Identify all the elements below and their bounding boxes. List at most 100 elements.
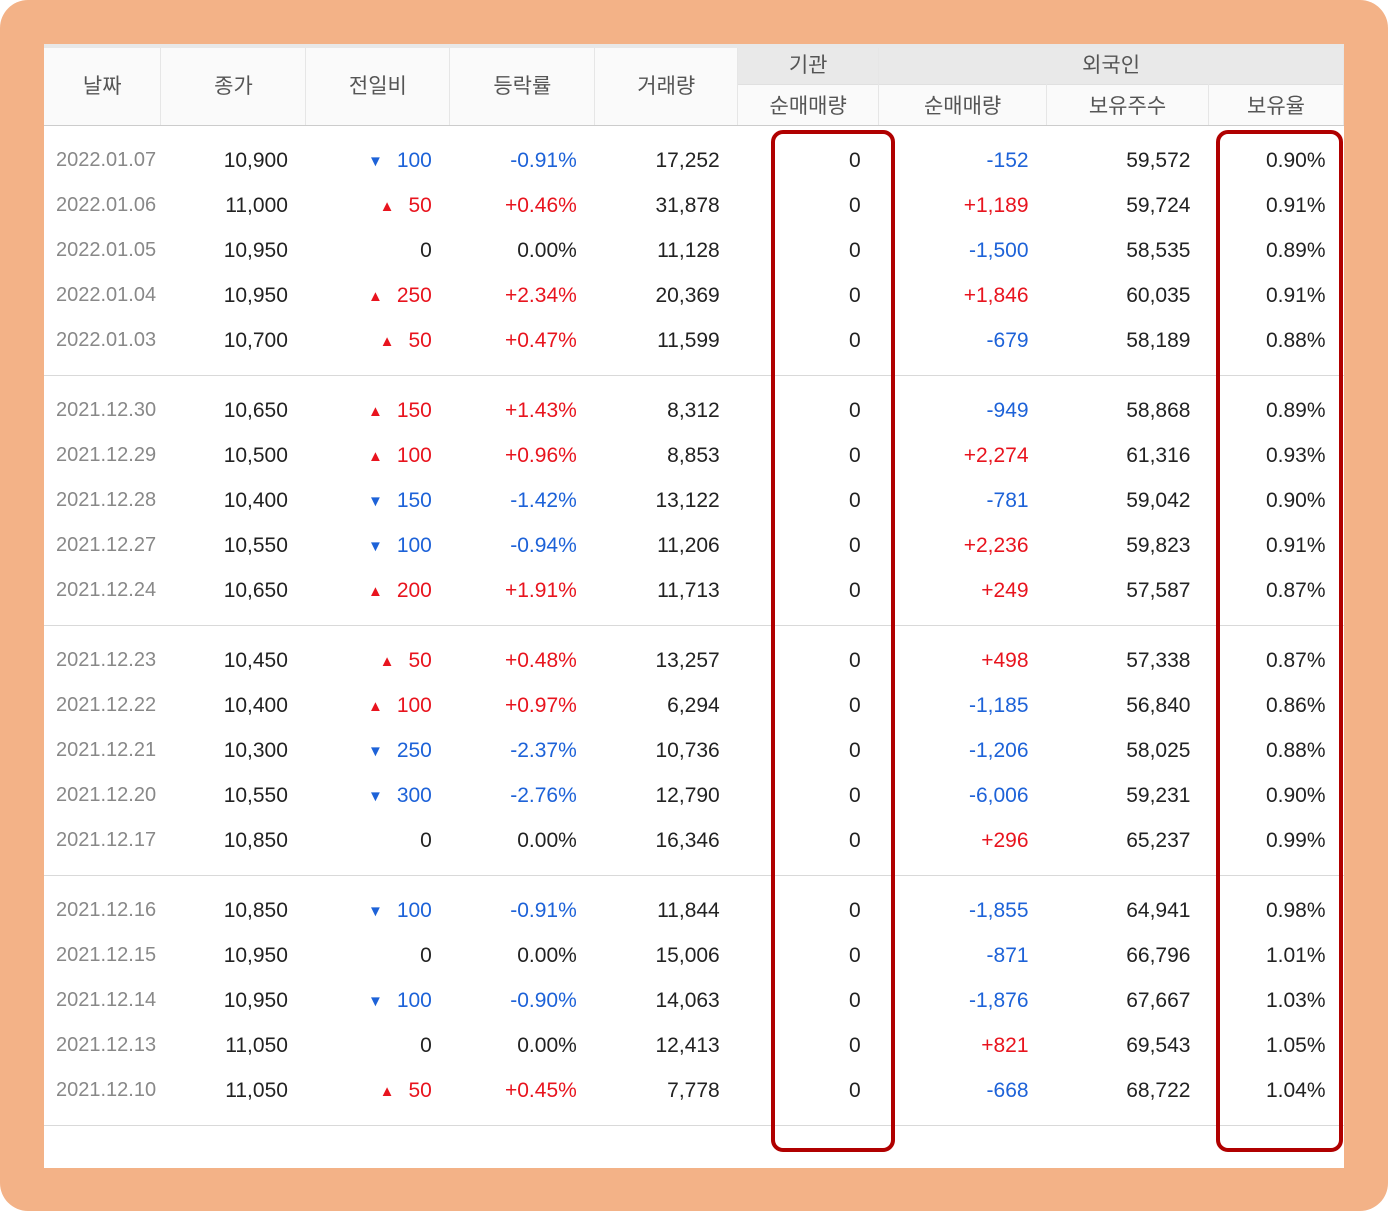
cell-date: 2022.01.06 <box>56 194 157 216</box>
cell-foreign-holdings: 57,587 <box>1126 578 1191 602</box>
header-volume[interactable]: 거래량 <box>594 44 739 126</box>
down-triangle-icon: ▼ <box>367 902 383 920</box>
cell-foreign-net: -6,006 <box>969 783 1029 807</box>
cell-volume: 12,413 <box>655 1033 720 1057</box>
header-diff[interactable]: 전일비 <box>305 44 451 126</box>
table-row[interactable]: 2021.12.22 10,400 ▲ 100 +0.97% 6,294 0 -1,185 56… <box>44 683 1344 728</box>
cell-rate: +1.91% <box>504 578 577 602</box>
cell-diff: ▲ 50 <box>306 183 450 228</box>
cell-institution-net: 0 <box>848 898 861 922</box>
table-row[interactable]: 2022.01.06 11,000 ▲ 50 +0.46% 31,878 0 +1,189 59… <box>44 183 1344 228</box>
cell-close: 10,950 <box>223 238 288 262</box>
cell-rate: +2.34% <box>504 283 577 307</box>
cell-date: 2021.12.17 <box>56 829 157 851</box>
up-triangle-icon: ▲ <box>367 287 383 305</box>
cell-diff: ▼ 100 <box>306 978 450 1023</box>
cell-date: 2021.12.10 <box>56 1079 157 1101</box>
cell-date: 2021.12.20 <box>56 784 157 806</box>
group-spacer <box>44 876 1344 889</box>
table-row[interactable]: 2021.12.28 10,400 ▼ 150 -1.42% 13,122 0 -781 59,… <box>44 478 1344 523</box>
cell-foreign-holdings: 67,667 <box>1126 988 1191 1012</box>
table-row[interactable]: 2021.12.13 11,050 0 0.00% 12,413 0 +821 69,543 1… <box>44 1023 1344 1068</box>
cell-foreign-ratio: 1.05% <box>1265 1033 1326 1057</box>
cell-institution-net: 0 <box>848 533 861 557</box>
group-divider <box>44 863 1344 876</box>
diff-value: 100 <box>396 148 432 172</box>
table-row[interactable]: 2021.12.17 10,850 0 0.00% 16,346 0 +296 65,237 0… <box>44 818 1344 863</box>
table-row[interactable]: 2021.12.24 10,650 ▲ 200 +1.91% 11,713 0 +249 57,… <box>44 568 1344 613</box>
table-row[interactable]: 2021.12.14 10,950 ▼ 100 -0.90% 14,063 0 -1,876 6… <box>44 978 1344 1023</box>
cell-institution-net: 0 <box>848 488 861 512</box>
cell-rate: 0.00% <box>517 943 577 967</box>
header-foreign-group: 외국인 <box>878 44 1344 85</box>
cell-rate: -1.42% <box>510 488 577 512</box>
cell-volume: 7,778 <box>667 1078 720 1102</box>
cell-foreign-net: +249 <box>981 578 1029 602</box>
cell-diff: ▼ 100 <box>306 138 450 183</box>
cell-institution-net: 0 <box>848 693 861 717</box>
header-foreign-holdings[interactable]: 보유주수 <box>1046 84 1209 126</box>
table-row[interactable]: 2021.12.15 10,950 0 0.00% 15,006 0 -871 66,796 1… <box>44 933 1344 978</box>
up-triangle-icon: ▲ <box>367 447 383 465</box>
table-row[interactable]: 2021.12.30 10,650 ▲ 150 +1.43% 8,312 0 -949 58,8… <box>44 388 1344 433</box>
cell-rate: 0.00% <box>517 828 577 852</box>
cell-foreign-ratio: 0.89% <box>1265 238 1326 262</box>
cell-rate: +0.47% <box>504 328 577 352</box>
table-row[interactable]: 2022.01.05 10,950 0 0.00% 11,128 0 -1,500 58,53… <box>44 228 1344 273</box>
cell-volume: 17,252 <box>655 148 720 172</box>
cell-close: 10,700 <box>223 328 288 352</box>
diff-value: 300 <box>396 783 432 807</box>
table-row[interactable]: 2021.12.20 10,550 ▼ 300 -2.76% 12,790 0 -6,006 5… <box>44 773 1344 818</box>
diff-value: 50 <box>408 193 432 217</box>
table-row[interactable]: 2022.01.04 10,950 ▲ 250 +2.34% 20,369 0 +1,846 6… <box>44 273 1344 318</box>
table-row[interactable]: 2021.12.21 10,300 ▼ 250 -2.37% 10,736 0 -1,206 5… <box>44 728 1344 773</box>
header-foreign-ratio[interactable]: 보유율 <box>1208 84 1344 126</box>
cell-rate: -0.91% <box>510 148 577 172</box>
up-triangle-icon: ▲ <box>379 197 395 215</box>
up-triangle-icon: ▲ <box>379 652 395 670</box>
cell-foreign-net: -668 <box>986 1078 1029 1102</box>
cell-institution-net: 0 <box>848 283 861 307</box>
cell-diff: ▲ 250 <box>306 273 450 318</box>
header-institution-net[interactable]: 순매매량 <box>737 84 880 126</box>
cell-foreign-ratio: 0.90% <box>1265 783 1326 807</box>
cell-foreign-ratio: 1.03% <box>1265 988 1326 1012</box>
cell-foreign-net: -871 <box>986 943 1029 967</box>
cell-foreign-ratio: 0.98% <box>1265 898 1326 922</box>
down-triangle-icon: ▼ <box>367 537 383 555</box>
diff-value: 50 <box>408 1078 432 1102</box>
table-row[interactable]: 2021.12.27 10,550 ▼ 100 -0.94% 11,206 0 +2,236 5… <box>44 523 1344 568</box>
diff-value: 150 <box>396 488 432 512</box>
table-row[interactable]: 2021.12.29 10,500 ▲ 100 +0.96% 8,853 0 +2,274 61… <box>44 433 1344 478</box>
diff-value: 50 <box>408 328 432 352</box>
cell-rate: -0.90% <box>510 988 577 1012</box>
cell-volume: 11,713 <box>657 578 720 602</box>
table-row[interactable]: 2021.12.10 11,050 ▲ 50 +0.45% 7,778 0 -668 68,72… <box>44 1068 1344 1113</box>
cell-date: 2021.12.16 <box>56 899 157 921</box>
up-triangle-icon: ▲ <box>367 582 383 600</box>
cell-foreign-holdings: 59,572 <box>1126 148 1191 172</box>
cell-institution-net: 0 <box>848 828 861 852</box>
cell-foreign-net: +2,236 <box>963 533 1029 557</box>
cell-date: 2022.01.03 <box>56 329 157 351</box>
table-row[interactable]: 2022.01.07 10,900 ▼ 100 -0.91% 17,252 0 -152 59,… <box>44 138 1344 183</box>
header-rate[interactable]: 등락률 <box>449 44 596 126</box>
cell-close: 10,850 <box>223 898 288 922</box>
cell-foreign-holdings: 65,237 <box>1126 828 1191 852</box>
cell-institution-net: 0 <box>848 193 861 217</box>
header-date[interactable]: 날짜 <box>44 44 162 126</box>
cell-foreign-net: -679 <box>986 328 1029 352</box>
cell-rate: +0.48% <box>504 648 577 672</box>
up-triangle-icon: ▲ <box>379 332 395 350</box>
cell-diff: ▼ 100 <box>306 888 450 933</box>
table-row[interactable]: 2021.12.16 10,850 ▼ 100 -0.91% 11,844 0 -1,855 6… <box>44 888 1344 933</box>
table-row[interactable]: 2021.12.23 10,450 ▲ 50 +0.48% 13,257 0 +498 57,3… <box>44 638 1344 683</box>
cell-foreign-holdings: 58,868 <box>1126 398 1191 422</box>
header-foreign-net[interactable]: 순매매량 <box>878 84 1048 126</box>
table-row[interactable]: 2022.01.03 10,700 ▲ 50 +0.47% 11,599 0 -679 58,1… <box>44 318 1344 363</box>
group-spacer <box>44 626 1344 639</box>
header-close[interactable]: 종가 <box>160 44 307 126</box>
cell-volume: 11,206 <box>657 533 720 557</box>
cell-foreign-ratio: 0.90% <box>1265 148 1326 172</box>
cell-rate: +0.96% <box>504 443 577 467</box>
